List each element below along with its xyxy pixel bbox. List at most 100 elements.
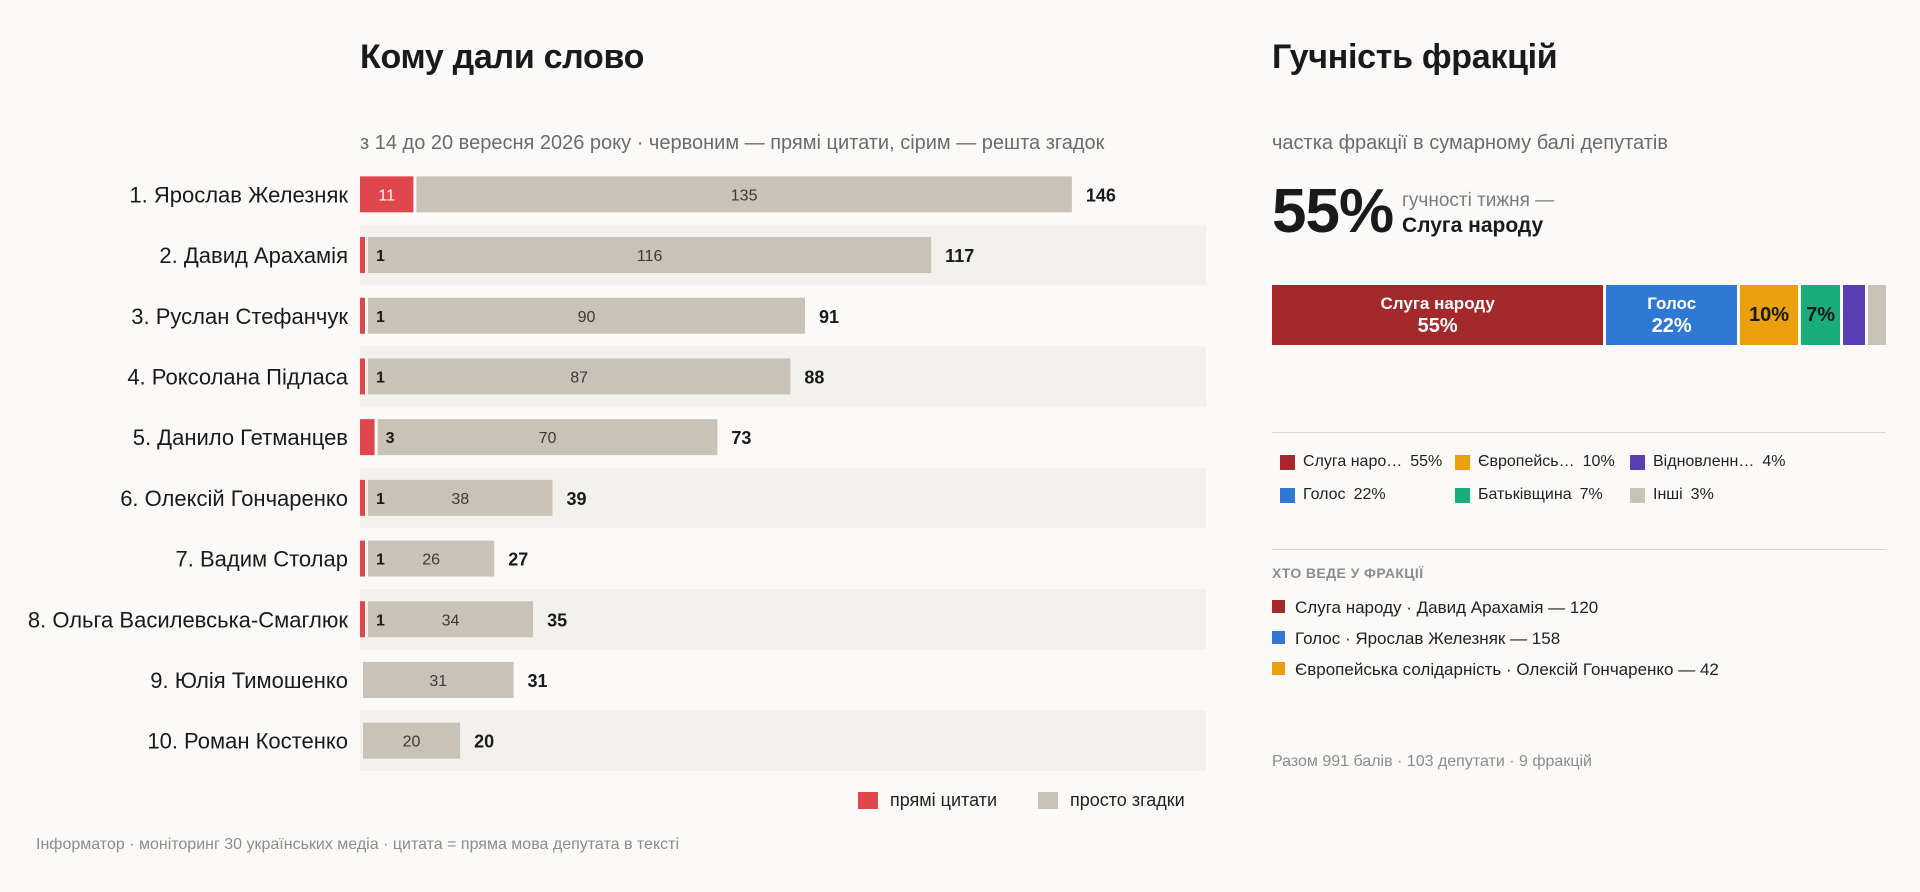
category-label: 8. Ольга Василевська-Смаглюк [28, 607, 348, 632]
category-label: 10. Роман Костенко [147, 729, 348, 754]
share-segment: Слуга народу 55% [1272, 285, 1607, 345]
legend-value: 55% [1410, 453, 1443, 470]
leader-row: Європейська солідарність · Олексій Гонча… [1272, 660, 1719, 680]
mentions-bar [368, 237, 932, 274]
leader-text: Голос · Ярослав Железняк — 158 [1295, 629, 1561, 648]
mentions-value-label: 31 [429, 673, 447, 690]
left-footer: Інформатор · моніторинг 30 українських м… [36, 836, 680, 853]
share-segment [1843, 285, 1868, 345]
legend-value: 4% [1762, 453, 1786, 470]
quotes-bar [360, 358, 365, 395]
total-value-label: 35 [547, 610, 567, 630]
left-chart-title: Кому дали слово [360, 38, 645, 76]
mentions-bar [377, 419, 718, 456]
total-value-label: 27 [508, 550, 528, 570]
total-value-label: 146 [1086, 185, 1116, 205]
mentions-bar [416, 176, 1072, 213]
mentions-bar [363, 661, 514, 698]
leader-row: Слуга народу · Давид Арахамія — 120 [1272, 598, 1598, 618]
quotes-value-label: 1 [376, 248, 385, 265]
legend-value: 3% [1690, 486, 1714, 503]
mentions-swatch [1038, 792, 1058, 809]
share-segment-name: Голос [1647, 294, 1697, 313]
quotes-bar [360, 297, 365, 334]
faction-share-bar: Слуга народу 55% Голос 22% 10% 7% [1272, 285, 1886, 345]
mentions-value-label: 90 [578, 309, 596, 326]
leader-swatch [1272, 662, 1285, 675]
legend-value: 7% [1579, 486, 1603, 503]
left-chart-subtitle: з 14 до 20 вересня 2026 року · червоним … [360, 132, 1105, 154]
mentions-bar [368, 297, 805, 334]
mentions-value-label: 26 [422, 552, 440, 569]
legend-swatch [1630, 454, 1645, 470]
legend-label: Відновленн… [1653, 453, 1755, 470]
bar-legend-quotes: прямі цитати [858, 790, 997, 811]
quotes-bar [360, 237, 365, 274]
total-value-label: 39 [566, 489, 586, 509]
quotes-value-label: 1 [376, 552, 385, 569]
category-label: 7. Вадим Столар [175, 547, 348, 572]
legend-label: Голос [1303, 486, 1346, 503]
mentions-bar [368, 601, 534, 638]
mentions-bar [368, 479, 553, 516]
right-chart-subtitle: частка фракції в сумарному балі депутаті… [1272, 132, 1668, 154]
quotes-bar [360, 176, 414, 213]
total-value-label: 88 [804, 367, 824, 387]
quotes-value-label: 1 [376, 369, 385, 386]
quotes-value-label: 1 [376, 491, 385, 508]
leader-text: Європейська солідарність · Олексій Гонча… [1295, 660, 1719, 679]
category-label: 6. Олексій Гончаренко [120, 486, 348, 511]
legend-label: Батьківщина [1478, 486, 1572, 503]
faction-legend-item: Батьківщина 7% [1455, 486, 1603, 504]
headline-party: Слуга народу [1402, 214, 1544, 237]
quotes-value-label: 1 [376, 612, 385, 629]
legend-value: 10% [1582, 453, 1615, 470]
faction-legend-item: Голос 22% [1280, 486, 1386, 504]
total-value-label: 73 [731, 428, 751, 448]
quotes-legend-label: прямі цитати [890, 790, 997, 810]
share-segment-pct: 10% [1748, 304, 1789, 326]
quotes-value-label: 3 [386, 430, 395, 447]
legend-swatch [1280, 487, 1295, 503]
leader-swatch [1272, 631, 1285, 644]
row-stripe [360, 710, 1206, 771]
quotes-value-label: 11 [378, 187, 395, 204]
quotes-bar [360, 479, 365, 516]
total-value-label: 91 [819, 307, 839, 327]
mentions-bar [368, 358, 791, 395]
category-label: 9. Юлія Тимошенко [150, 668, 348, 693]
share-segment-name: Слуга народу [1380, 294, 1495, 313]
mentions-value-label: 34 [442, 612, 460, 629]
share-segment [1867, 285, 1886, 345]
legend-value: 22% [1353, 486, 1386, 503]
headline-caption-text: гучності тижня — [1402, 190, 1555, 211]
share-segment: Голос 22% [1606, 285, 1741, 345]
total-value-label: 117 [945, 246, 974, 266]
quotes-bar [360, 601, 365, 638]
quotes-value-label: 1 [376, 309, 385, 326]
mentions-bar [363, 722, 461, 759]
quotes-bar [360, 540, 365, 577]
faction-legend-item: Відновленн… 4% [1630, 453, 1785, 471]
faction-legend-item: Європейсь… 10% [1455, 453, 1615, 471]
share-segment-pct: 55% [1417, 315, 1458, 337]
category-label: 3. Руслан Стефанчук [131, 304, 348, 329]
category-label: 2. Давид Арахамія [159, 243, 348, 268]
legend-label: Слуга наро… [1303, 453, 1403, 470]
category-label: 5. Данило Гетманцев [133, 425, 348, 450]
mentions-value-label: 87 [570, 369, 588, 386]
faction-legend-item: Слуга наро… 55% [1280, 453, 1442, 471]
legend-label: Європейсь… [1478, 453, 1575, 470]
mentions-bar [368, 540, 495, 577]
mentions-value-label: 70 [539, 430, 557, 447]
mentions-value-label: 20 [403, 734, 421, 751]
share-segment: 10% [1740, 285, 1801, 345]
legend-swatch [1630, 487, 1645, 503]
share-segment-pct: 22% [1651, 315, 1692, 337]
divider-top [1272, 432, 1886, 433]
share-segment-pct: 7% [1806, 304, 1836, 326]
mentions-legend-label: просто згадки [1070, 790, 1185, 810]
mentions-value-label: 38 [451, 491, 469, 508]
category-label: 4. Роксолана Підласа [127, 364, 348, 389]
